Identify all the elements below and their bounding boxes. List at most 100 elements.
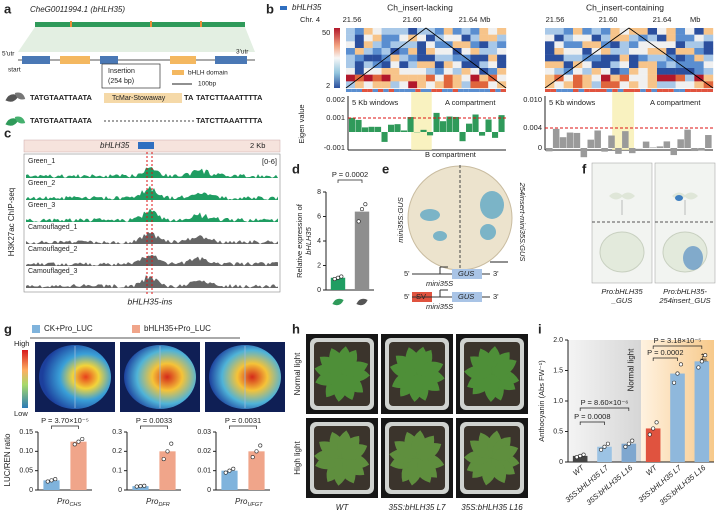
replicate-point	[80, 436, 85, 441]
heat-cell	[563, 81, 574, 89]
heat-cell	[657, 74, 667, 82]
replicate-point	[647, 432, 652, 437]
y-tick-label: 4	[317, 238, 321, 245]
label: mini35S	[426, 302, 453, 311]
gene-bar	[35, 22, 245, 27]
eigen-bar	[394, 124, 401, 132]
heat-cell	[426, 48, 436, 55]
heat-cell	[363, 34, 373, 42]
heat-cell	[399, 28, 409, 35]
luc-colorbar	[22, 350, 28, 408]
eigen-bar	[349, 117, 356, 132]
label: P = 0.0031	[225, 416, 261, 425]
comp-strip	[556, 89, 562, 92]
heat-cell	[363, 61, 373, 69]
heat-cell	[685, 81, 695, 89]
eigen-bar	[587, 139, 595, 148]
heat-cell	[591, 34, 602, 42]
heat-cell	[399, 61, 409, 69]
heat-cell	[610, 81, 620, 89]
heat-cell	[417, 81, 427, 89]
heat-cell	[443, 54, 453, 62]
comp-strip	[679, 89, 685, 92]
replicate-point	[363, 202, 368, 207]
leaf-icon	[356, 298, 368, 306]
heat-cell	[479, 54, 489, 62]
legend-domain	[172, 70, 184, 75]
heat-cell	[694, 68, 704, 75]
heat-cell	[354, 61, 364, 69]
heat-cell	[554, 28, 564, 35]
comp-strip	[415, 89, 421, 92]
heat-cell	[610, 41, 620, 49]
heat-cell	[563, 34, 574, 42]
comp-strip	[545, 89, 551, 92]
heat-cell	[399, 48, 409, 55]
comp-strip	[442, 89, 448, 92]
comp-strip	[696, 89, 702, 92]
heat-cell	[470, 41, 480, 49]
replicate-point	[581, 452, 586, 457]
comp-strip	[578, 89, 585, 92]
heat-cell	[408, 68, 418, 75]
comp-strip	[404, 89, 410, 92]
label: TcMar-Stowaway	[112, 95, 166, 102]
replicate-point	[138, 484, 143, 489]
y-tick-label: 2	[317, 262, 321, 269]
leaf-icon	[5, 94, 19, 102]
label: bHLH35+Pro_LUC	[144, 324, 211, 333]
heat-cell	[563, 28, 574, 35]
eigen-bar	[677, 139, 684, 148]
comp-strip	[431, 89, 437, 92]
y-tick-label: 0.02	[197, 448, 211, 455]
heat-cell	[479, 34, 489, 42]
replicate-point	[332, 276, 337, 281]
eigen-bar	[698, 148, 705, 151]
heat-cell	[426, 68, 436, 75]
label: 5'utr	[2, 51, 15, 58]
label: P = 0.0002	[332, 170, 368, 179]
comp-strip	[394, 89, 400, 92]
heat-cell	[582, 74, 592, 82]
te-box	[104, 93, 182, 103]
heat-cell	[582, 48, 592, 55]
heat-cell	[591, 81, 602, 89]
eigen-bar	[368, 126, 375, 132]
leaf-icon	[609, 192, 623, 200]
heat-cell	[372, 34, 382, 42]
heat-cell	[675, 54, 686, 62]
heat-cell	[443, 48, 453, 55]
heat-cell	[399, 81, 409, 89]
insertion-box	[101, 63, 161, 89]
comp-strip	[584, 89, 590, 92]
comp-strip	[657, 89, 663, 92]
gene-mark	[150, 21, 152, 28]
heat-cell	[381, 28, 391, 35]
eigen-bar	[629, 148, 636, 154]
heat-cell	[545, 48, 555, 55]
heat-cell	[363, 54, 373, 62]
label: 0	[538, 143, 542, 152]
leaf-icon	[342, 361, 369, 377]
heat-cell	[582, 68, 592, 75]
heat-cell	[657, 68, 667, 75]
heat-cell	[638, 61, 648, 69]
sig-bracket	[652, 357, 678, 361]
gene-mark	[70, 21, 72, 28]
heat-cell	[434, 81, 444, 89]
replicate-point	[672, 380, 677, 385]
heat-cell	[573, 34, 583, 42]
comp-strip	[388, 89, 394, 92]
eigen-bar	[552, 128, 560, 148]
heat-cell	[647, 74, 658, 82]
heat-cell	[363, 48, 373, 55]
gus-stain	[420, 209, 440, 221]
comp-strip	[436, 89, 442, 92]
heat-cell	[685, 28, 695, 35]
comp-strip	[673, 89, 680, 92]
heat-cell	[354, 68, 364, 75]
heat-cell	[346, 54, 356, 62]
heat-cell	[657, 61, 667, 69]
eigen-bar	[433, 112, 440, 132]
comp-strip	[561, 89, 568, 92]
